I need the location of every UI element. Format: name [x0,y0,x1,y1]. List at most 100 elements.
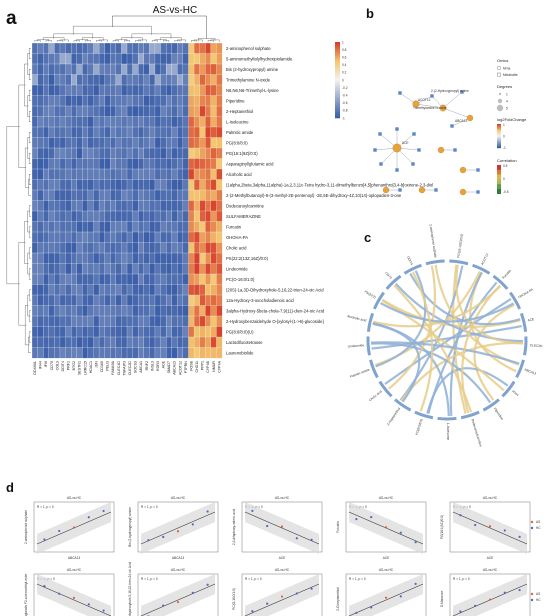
network-metabolite-node [450,124,454,128]
chord-label: IFI44 [511,389,519,397]
heatmap-cell [82,284,89,296]
heatmap-cell [160,326,167,338]
network-gene-node [418,186,426,194]
heatmap-cell [110,294,117,306]
heatmap-cell [138,137,145,149]
colorbar-tick: -1 [342,116,345,120]
heatmap-cell [171,221,178,233]
heatmap-cell [59,305,66,317]
heatmap-cell [98,116,105,128]
heatmap-cell [54,336,61,348]
heatmap-cell [171,231,178,243]
heatmap-cell [65,263,72,275]
legend-label: Mrna [503,67,510,71]
heatmap-cell [48,200,55,212]
network-node-label: ABCA13 [455,119,467,123]
heatmap-cell [98,158,105,170]
heatmap-cell [54,305,61,317]
heatmap-cell [216,200,223,212]
heatmap-cell [132,315,139,327]
heatmap-cell [59,147,66,159]
heatmap-cell [160,53,167,65]
heatmap-cell [143,252,150,264]
heatmap-cell [110,200,117,212]
heatmap-cell [126,210,133,222]
heatmap-cell [177,42,184,54]
heatmap-cell [188,137,195,149]
heatmap-cell [193,221,200,233]
chord-label: CLEC2D [530,343,544,348]
heatmap-cell [98,147,105,159]
heatmap-cell [171,179,178,191]
heatmap-cell [110,137,117,149]
scatter-title: AS-vs-HC [171,496,186,500]
heatmap-cell [160,168,167,180]
heatmap-cell [48,305,55,317]
heatmap-cell [149,84,156,96]
heatmap-cell [210,158,217,170]
heatmap-cell [143,137,150,149]
network-node-label: 2-(2-Hydroxypropyl) amine [431,89,469,93]
heatmap-cell [87,231,94,243]
legend-cor-segment [497,167,501,169]
heatmap-cell [126,84,133,96]
heatmap-cell [110,263,117,275]
legend-title: log2FoldChange [497,117,527,122]
heatmap-cell [193,336,200,348]
heatmap-cell [65,221,72,233]
heatmap-row-label: (20S)-1a,3D-Dihydroxyhole-5,16,22-trien-… [226,287,324,292]
heatmap-row-label: 2-Heptanethiol [226,109,253,114]
heatmap-cell [76,242,83,254]
heatmap-cell [43,336,50,348]
confidence-band [141,574,215,616]
heatmap-cell [121,347,128,359]
heatmap-cell [82,126,89,138]
heatmap-cell [154,147,161,159]
heatmap-cell [177,305,184,317]
heatmap-cell [126,137,133,149]
heatmap-cell [115,273,122,285]
chord-segment [501,380,516,398]
heatmap-cell [216,84,223,96]
heatmap-cell [126,74,133,86]
heatmap-cell [121,336,128,348]
heatmap-cell [115,305,122,317]
chord-label: ABCA13 [524,368,537,376]
heatmap-cell [149,116,156,128]
heatmap-cell [48,189,55,201]
heatmap-cell [210,263,217,275]
scatter-point [384,526,388,529]
heatmap-cell [193,105,200,117]
colorbar-segment [335,66,340,69]
colorbar-segment [335,110,340,113]
heatmap-cell [193,168,200,180]
heatmap-cell [188,315,195,327]
scatter-panel: AS-vs-HC R = 1, p = 0 ABCA13 Bis (2-hydroxy… [128,496,219,560]
chord-label: CD70 [384,271,393,280]
heatmap-cell [177,242,184,254]
heatmap-column-label: ABCA1 [139,361,143,373]
heatmap-cell [165,95,173,107]
legend-cor-segment [497,183,501,185]
heatmap-cell [59,95,66,107]
heatmap-cell [121,63,128,75]
colorbar-tick: 1 [342,40,344,44]
heatmap-cell [143,315,150,327]
heatmap-cell [59,74,66,86]
heatmap-cell [132,263,139,275]
colorbar-segment [335,59,340,62]
colorbar-tick: -0.6 [342,101,348,105]
legend-cor-segment [497,179,501,181]
heatmap-cell [65,53,72,65]
heatmap-cell [48,84,55,96]
heatmap-cell [143,158,150,170]
heatmap-cell [65,179,72,191]
heatmap-cell [54,158,61,170]
heatmap-cell [31,210,38,222]
heatmap-cell [171,95,178,107]
heatmap-cell [48,74,55,86]
heatmap-cell [143,53,150,65]
heatmap-cell [37,105,44,117]
heatmap-cell [199,53,206,65]
chord-label: Furcatin [501,269,512,280]
